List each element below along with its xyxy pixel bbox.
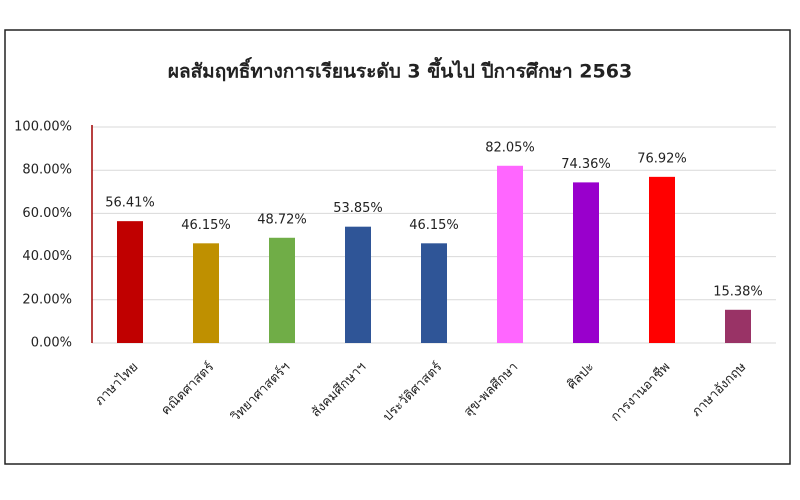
value-label: 46.15% (409, 218, 459, 233)
bar (649, 176, 675, 343)
bar (269, 237, 295, 343)
value-label: 56.41% (105, 196, 155, 211)
bar (421, 243, 447, 343)
value-label: 82.05% (485, 140, 535, 155)
bar (573, 182, 599, 343)
bar (117, 221, 143, 343)
y-tick-label: 100.00% (14, 120, 72, 135)
value-label: 74.36% (561, 157, 611, 172)
value-label: 76.92% (637, 151, 687, 166)
y-tick-label: 0.00% (31, 336, 72, 351)
bar (345, 226, 371, 343)
bar (193, 243, 219, 343)
bar (725, 309, 751, 343)
value-label: 53.85% (333, 201, 383, 216)
chart-title: ผลสัมฤทธิ์ทางการเรียนระดับ 3 ขึ้นไป ปีกา… (168, 57, 632, 83)
bar (497, 165, 523, 343)
y-tick-label: 60.00% (22, 206, 72, 221)
y-tick-label: 80.00% (22, 163, 72, 178)
y-tick-label: 20.00% (22, 292, 72, 307)
value-label: 15.38% (713, 284, 763, 299)
value-label: 46.15% (181, 218, 231, 233)
value-label: 48.72% (257, 212, 307, 227)
y-tick-label: 40.00% (22, 249, 72, 264)
